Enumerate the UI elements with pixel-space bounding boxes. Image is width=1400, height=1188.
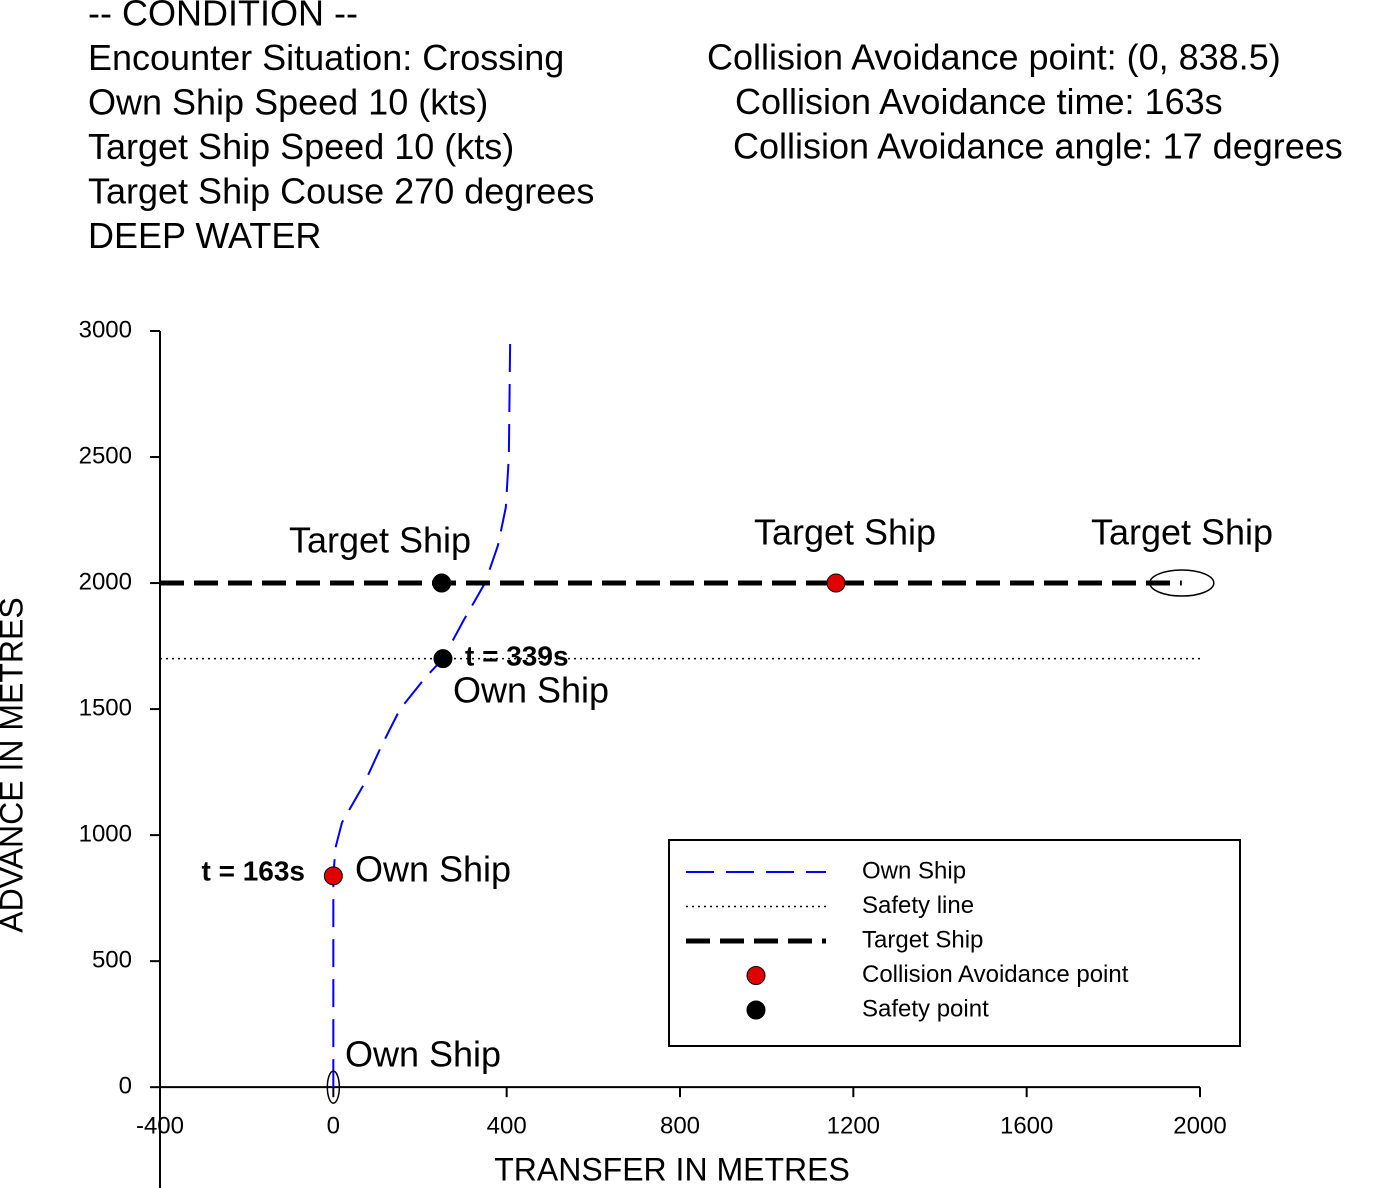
y-tick-label: 500 bbox=[92, 946, 132, 973]
x-tick-label: 0 bbox=[327, 1112, 340, 1139]
point-marker bbox=[432, 573, 452, 593]
condition-line: Own Ship Speed 10 (kts) bbox=[88, 82, 488, 123]
condition-line: Collision Avoidance time: 163s bbox=[735, 81, 1223, 122]
legend-label: Target Ship bbox=[862, 926, 983, 953]
y-tick-label: 1000 bbox=[79, 820, 132, 847]
point-marker bbox=[826, 573, 846, 593]
condition-line: Encounter Situation: Crossing bbox=[88, 37, 564, 78]
series-line bbox=[332, 343, 512, 1088]
legend-swatch bbox=[746, 1000, 766, 1020]
x-tick-label: 1200 bbox=[827, 1112, 880, 1139]
condition-line: Collision Avoidance angle: 17 degrees bbox=[733, 126, 1343, 167]
y-tick-label: 0 bbox=[119, 1073, 132, 1100]
condition-line: Collision Avoidance point: (0, 838.5) bbox=[707, 37, 1281, 78]
x-tick-label: 800 bbox=[660, 1112, 700, 1139]
ship-icon bbox=[326, 1070, 341, 1104]
condition-line: Target Ship Speed 10 (kts) bbox=[88, 126, 514, 167]
x-tick-label: 2000 bbox=[1173, 1112, 1226, 1139]
annotation: Own Ship bbox=[355, 849, 511, 890]
condition-line: Target Ship Couse 270 degrees bbox=[88, 171, 594, 212]
condition-line: -- CONDITION -- bbox=[88, 0, 358, 34]
point-marker bbox=[433, 649, 453, 669]
y-tick-label: 1500 bbox=[79, 694, 132, 721]
annotation: Target Ship bbox=[289, 520, 471, 561]
annotation: Target Ship bbox=[1091, 512, 1273, 553]
annotation: t = 339s bbox=[465, 640, 569, 671]
legend-label: Safety line bbox=[862, 892, 974, 919]
y-axis-label: ADVANCE IN METRES bbox=[0, 597, 29, 932]
x-tick-label: 1600 bbox=[1000, 1112, 1053, 1139]
annotation: Own Ship bbox=[453, 670, 609, 711]
legend-label: Safety point bbox=[862, 995, 989, 1022]
condition-line: DEEP WATER bbox=[88, 215, 321, 256]
y-tick-label: 2000 bbox=[79, 568, 132, 595]
annotation: t = 163s bbox=[201, 855, 305, 886]
y-tick-label: 3000 bbox=[79, 316, 132, 343]
x-tick-label: -400 bbox=[136, 1112, 184, 1139]
legend: Own Ship Safety line Target Ship Collision … bbox=[668, 839, 1241, 1047]
annotation: Target Ship bbox=[754, 512, 936, 553]
legend-label: Own Ship bbox=[862, 857, 966, 884]
legend-swatch bbox=[746, 966, 766, 985]
y-tick-label: 2500 bbox=[79, 442, 132, 469]
point-marker bbox=[323, 866, 343, 886]
ship-icon bbox=[1149, 569, 1215, 597]
x-tick-label: 400 bbox=[487, 1112, 527, 1139]
x-axis-label: TRANSFER IN METRES bbox=[494, 1151, 850, 1187]
legend-label: Collision Avoidance point bbox=[862, 961, 1129, 988]
annotation: Own Ship bbox=[345, 1034, 501, 1075]
